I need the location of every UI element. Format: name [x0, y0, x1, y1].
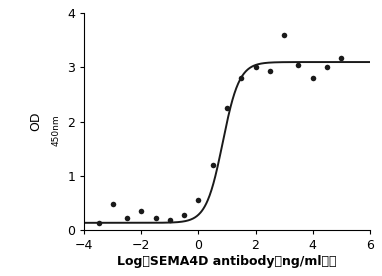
Point: [110, 202, 116, 207]
Point: [295, 63, 301, 67]
Point: [210, 163, 216, 167]
Point: [181, 213, 187, 217]
Point: [309, 76, 316, 81]
Point: [238, 76, 244, 81]
Point: [167, 218, 173, 222]
Point: [138, 209, 144, 214]
X-axis label: Log（SEMA4D antibody（ng/ml））: Log（SEMA4D antibody（ng/ml））: [117, 255, 337, 268]
Point: [253, 65, 259, 70]
Point: [195, 198, 201, 202]
Text: OD: OD: [29, 112, 42, 131]
Text: 450nm: 450nm: [51, 115, 60, 146]
Point: [152, 216, 159, 221]
Point: [224, 106, 230, 110]
Point: [267, 69, 273, 73]
Point: [324, 65, 330, 70]
Point: [338, 56, 344, 60]
Point: [281, 33, 287, 37]
Point: [96, 221, 102, 225]
Point: [124, 216, 130, 221]
